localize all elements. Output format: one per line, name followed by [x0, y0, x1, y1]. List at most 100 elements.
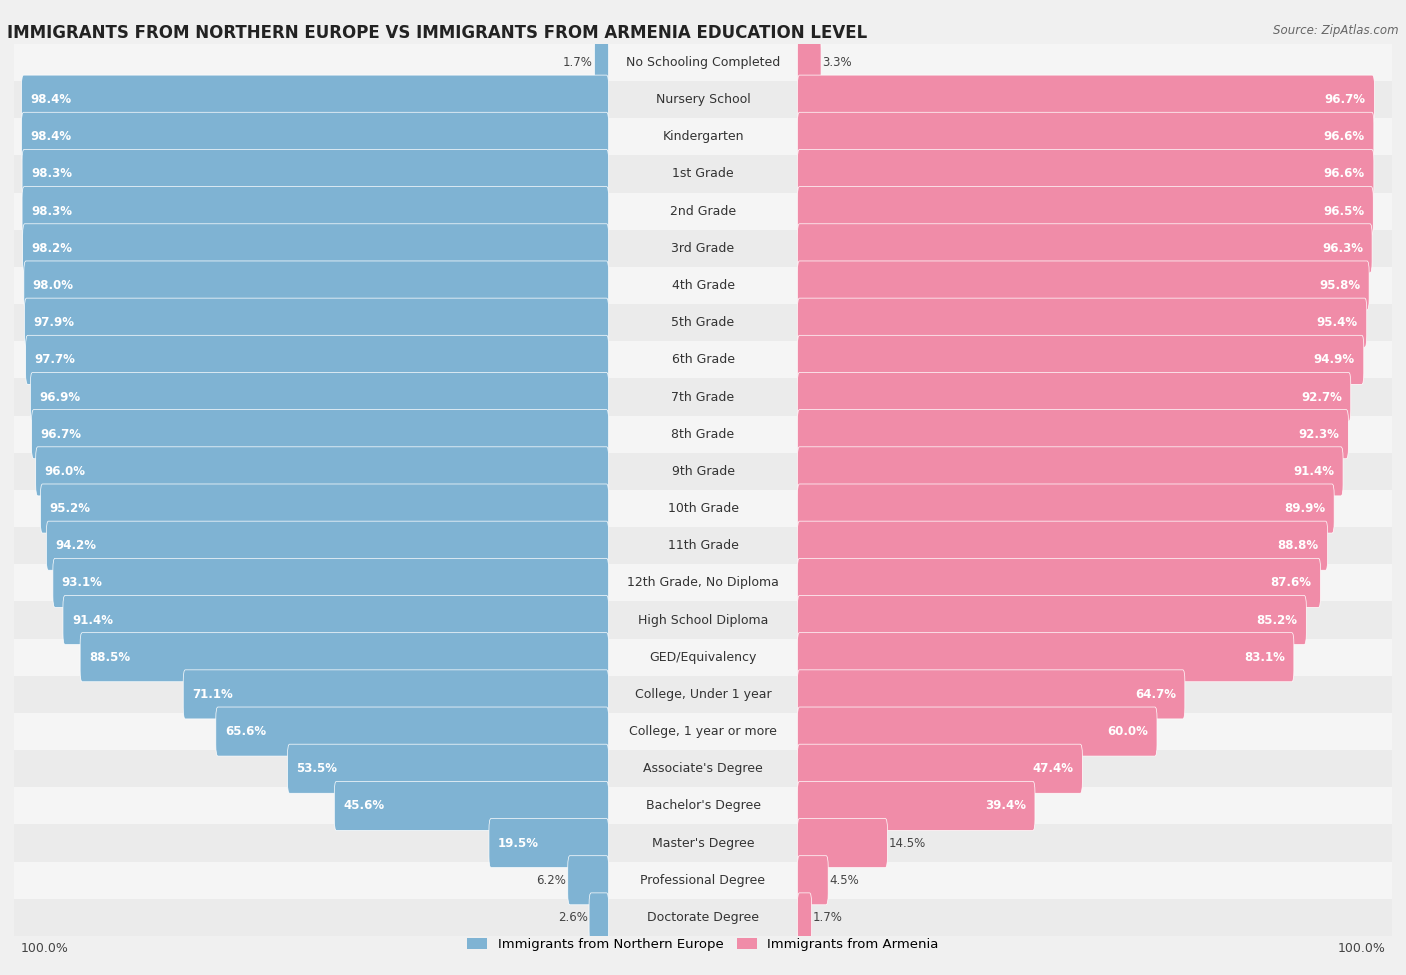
FancyBboxPatch shape: [797, 522, 1327, 570]
FancyBboxPatch shape: [22, 224, 609, 273]
FancyBboxPatch shape: [22, 149, 609, 199]
Text: Master's Degree: Master's Degree: [652, 837, 754, 849]
Text: 14.5%: 14.5%: [889, 837, 927, 849]
FancyBboxPatch shape: [797, 893, 811, 942]
Text: 95.8%: 95.8%: [1319, 279, 1360, 292]
FancyBboxPatch shape: [80, 633, 609, 682]
Text: 94.9%: 94.9%: [1313, 353, 1355, 367]
Text: 3.3%: 3.3%: [823, 56, 852, 69]
FancyBboxPatch shape: [41, 484, 609, 533]
Text: 94.2%: 94.2%: [55, 539, 97, 552]
Text: 4.5%: 4.5%: [830, 874, 859, 886]
Text: 91.4%: 91.4%: [72, 613, 112, 627]
Text: 2nd Grade: 2nd Grade: [669, 205, 737, 217]
FancyBboxPatch shape: [568, 856, 609, 905]
Text: 87.6%: 87.6%: [1271, 576, 1312, 589]
Text: 96.3%: 96.3%: [1322, 242, 1364, 254]
FancyBboxPatch shape: [797, 633, 1294, 682]
Text: GED/Equivalency: GED/Equivalency: [650, 650, 756, 664]
Text: 6.2%: 6.2%: [537, 874, 567, 886]
FancyBboxPatch shape: [797, 112, 1374, 161]
Bar: [14, 415, 1392, 452]
Bar: [14, 118, 1392, 155]
FancyBboxPatch shape: [797, 559, 1320, 607]
FancyBboxPatch shape: [797, 149, 1374, 199]
FancyBboxPatch shape: [35, 447, 609, 496]
Bar: [14, 193, 1392, 230]
Text: 98.0%: 98.0%: [32, 279, 73, 292]
FancyBboxPatch shape: [21, 112, 609, 161]
Bar: [14, 639, 1392, 676]
Bar: [14, 267, 1392, 304]
Text: 7th Grade: 7th Grade: [672, 391, 734, 404]
Text: 96.7%: 96.7%: [1324, 94, 1365, 106]
Text: 97.7%: 97.7%: [35, 353, 76, 367]
Text: 19.5%: 19.5%: [498, 837, 538, 849]
FancyBboxPatch shape: [63, 596, 609, 644]
Text: 100.0%: 100.0%: [21, 942, 69, 955]
Text: 92.7%: 92.7%: [1301, 391, 1341, 404]
Legend: Immigrants from Northern Europe, Immigrants from Armenia: Immigrants from Northern Europe, Immigra…: [463, 932, 943, 956]
Text: 91.4%: 91.4%: [1294, 465, 1334, 478]
Text: 53.5%: 53.5%: [297, 762, 337, 775]
Text: Doctorate Degree: Doctorate Degree: [647, 911, 759, 924]
FancyBboxPatch shape: [797, 670, 1185, 719]
Bar: [14, 230, 1392, 267]
Text: 95.2%: 95.2%: [49, 502, 90, 515]
FancyBboxPatch shape: [25, 335, 609, 384]
Text: 98.3%: 98.3%: [31, 168, 72, 180]
FancyBboxPatch shape: [797, 224, 1372, 273]
Text: 3rd Grade: 3rd Grade: [672, 242, 734, 254]
Text: 1.7%: 1.7%: [813, 911, 842, 924]
FancyBboxPatch shape: [595, 38, 609, 87]
Text: IMMIGRANTS FROM NORTHERN EUROPE VS IMMIGRANTS FROM ARMENIA EDUCATION LEVEL: IMMIGRANTS FROM NORTHERN EUROPE VS IMMIG…: [7, 24, 868, 42]
Text: 96.0%: 96.0%: [45, 465, 86, 478]
FancyBboxPatch shape: [797, 335, 1364, 384]
Bar: [14, 750, 1392, 788]
FancyBboxPatch shape: [797, 484, 1334, 533]
Text: 2.6%: 2.6%: [558, 911, 588, 924]
Text: 85.2%: 85.2%: [1257, 613, 1298, 627]
Text: 96.6%: 96.6%: [1324, 168, 1365, 180]
FancyBboxPatch shape: [53, 559, 609, 607]
Bar: [14, 788, 1392, 825]
FancyBboxPatch shape: [797, 781, 1035, 831]
FancyBboxPatch shape: [46, 522, 609, 570]
Text: 45.6%: 45.6%: [343, 800, 384, 812]
Text: 96.5%: 96.5%: [1323, 205, 1364, 217]
Text: 65.6%: 65.6%: [225, 725, 266, 738]
FancyBboxPatch shape: [797, 372, 1351, 421]
Text: 1st Grade: 1st Grade: [672, 168, 734, 180]
Bar: [14, 527, 1392, 565]
Text: 8th Grade: 8th Grade: [672, 428, 734, 441]
Text: Nursery School: Nursery School: [655, 94, 751, 106]
Text: 64.7%: 64.7%: [1135, 688, 1175, 701]
Bar: [14, 44, 1392, 81]
Text: 92.3%: 92.3%: [1299, 428, 1340, 441]
Bar: [14, 713, 1392, 750]
Text: 88.5%: 88.5%: [89, 650, 131, 664]
FancyBboxPatch shape: [797, 261, 1369, 310]
Bar: [14, 825, 1392, 862]
Text: 11th Grade: 11th Grade: [668, 539, 738, 552]
Text: 83.1%: 83.1%: [1244, 650, 1285, 664]
Bar: [14, 378, 1392, 415]
Bar: [14, 899, 1392, 936]
Text: 93.1%: 93.1%: [62, 576, 103, 589]
Text: 60.0%: 60.0%: [1107, 725, 1149, 738]
Bar: [14, 565, 1392, 602]
Bar: [14, 489, 1392, 527]
FancyBboxPatch shape: [797, 298, 1367, 347]
FancyBboxPatch shape: [797, 447, 1343, 496]
Bar: [14, 862, 1392, 899]
Text: High School Diploma: High School Diploma: [638, 613, 768, 627]
Text: 96.9%: 96.9%: [39, 391, 80, 404]
Text: 100.0%: 100.0%: [1337, 942, 1385, 955]
Text: 39.4%: 39.4%: [986, 800, 1026, 812]
FancyBboxPatch shape: [24, 298, 609, 347]
Bar: [14, 304, 1392, 341]
Text: 97.9%: 97.9%: [34, 316, 75, 330]
Bar: [14, 81, 1392, 118]
Bar: [14, 452, 1392, 489]
FancyBboxPatch shape: [797, 707, 1157, 756]
